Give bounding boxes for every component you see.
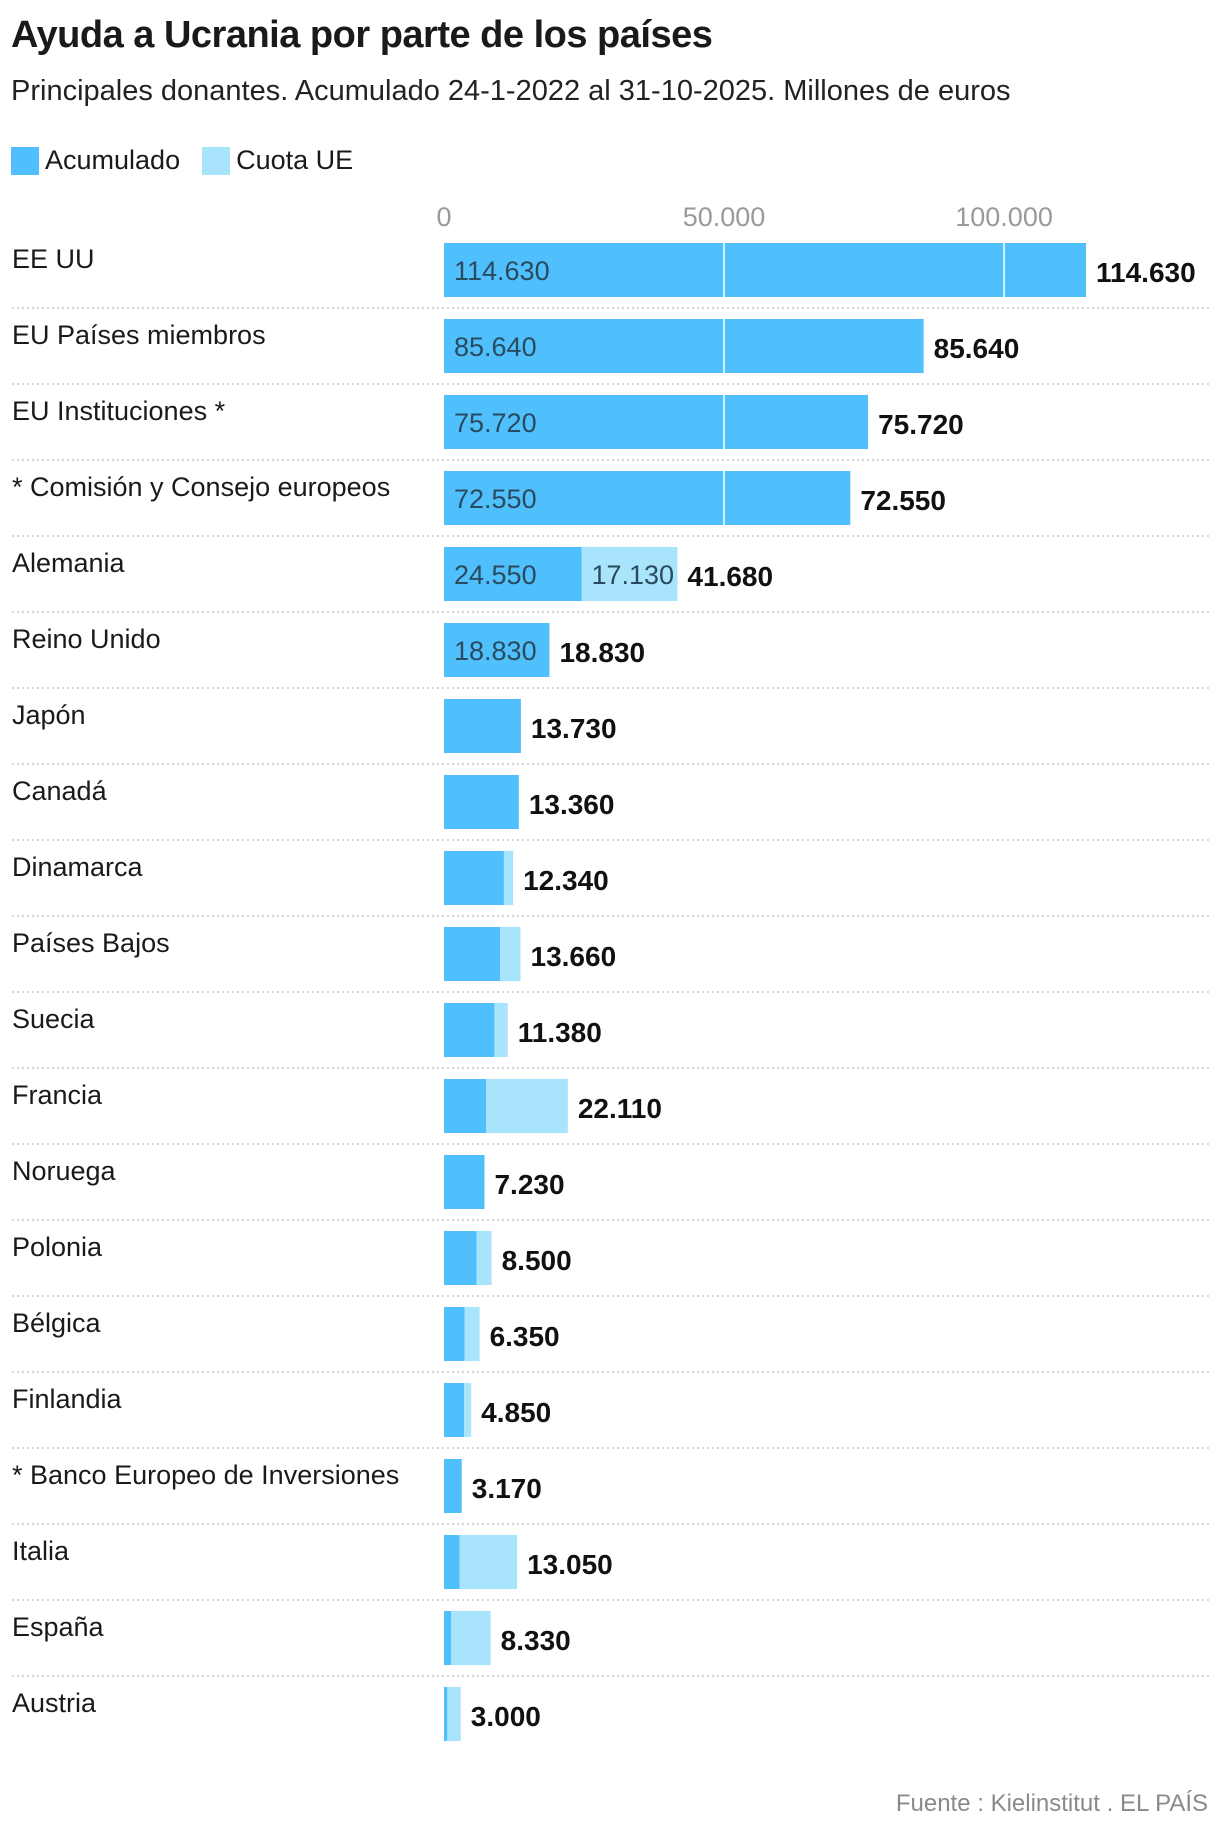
bar-eu-share <box>447 1687 461 1741</box>
bar-total-label: 13.730 <box>531 713 617 744</box>
category-label: Dinamarca <box>12 852 144 882</box>
legend-label-accumulated: Acumulado <box>45 145 181 175</box>
legend-swatch-eu-share <box>202 146 231 175</box>
category-label: EE UU <box>12 244 95 274</box>
category-label: * Comisión y Consejo europeos <box>12 472 390 502</box>
bar-accumulated <box>444 623 550 677</box>
bar-accumulated <box>444 1535 460 1589</box>
bar-total-label: 12.340 <box>523 865 609 896</box>
bar-inner-label: 114.630 <box>454 256 550 286</box>
bar-inner-label: 17.130 <box>591 560 674 590</box>
category-label: Noruega <box>12 1156 117 1186</box>
bar-eu-share <box>486 1079 568 1133</box>
bar-accumulated <box>444 699 521 753</box>
bar-inner-label: 24.550 <box>454 560 537 590</box>
category-label: Países Bajos <box>12 928 170 958</box>
bar-accumulated <box>444 547 582 601</box>
bar-accumulated <box>444 1383 465 1437</box>
category-label: Polonia <box>12 1232 103 1262</box>
bar-accumulated <box>444 1231 477 1285</box>
bar-total-label: 18.830 <box>559 637 645 668</box>
bar-inner-label: 18.830 <box>454 636 537 666</box>
category-label: Alemania <box>12 548 126 578</box>
chart-subtitle: Principales donantes. Acumulado 24-1-202… <box>11 75 1011 107</box>
bar-total-label: 72.550 <box>860 485 946 516</box>
bar-eu-share <box>500 927 521 981</box>
bar-accumulated <box>444 1307 465 1361</box>
chart-title: Ayuda a Ucrania por parte de los países <box>11 14 713 56</box>
bar-total-label: 8.330 <box>501 1625 571 1656</box>
source-note: Fuente : Kielinstitut . EL PAÍS <box>895 1790 1208 1817</box>
legend-swatch-accumulated <box>11 146 39 175</box>
bar-total-label: 11.380 <box>518 1017 602 1048</box>
legend: Acumulado Cuota UE <box>11 145 375 176</box>
x-tick-label: 50.000 <box>683 202 766 232</box>
bar-accumulated <box>444 1079 487 1133</box>
category-label: Suecia <box>12 1004 96 1034</box>
bar-inner-label: 75.720 <box>454 408 537 438</box>
bar-accumulated <box>444 927 501 981</box>
bar-accumulated <box>444 319 924 373</box>
bar-eu-share <box>459 1535 518 1589</box>
legend-label-eu-share: Cuota UE <box>236 145 354 175</box>
bar-chart: 0 50.000 100.000 EE UU 114.630 114.630 EU País… <box>12 202 1210 1741</box>
bar-accumulated <box>444 1611 452 1665</box>
category-label: EU Países miembros <box>12 320 266 350</box>
bar-total-label: 114.630 <box>1096 257 1196 288</box>
bar-inner-label: 85.640 <box>454 332 537 362</box>
bar-total-label: 75.720 <box>878 409 964 440</box>
bar-accumulated <box>444 395 869 449</box>
bar-total-label: 22.110 <box>578 1093 662 1124</box>
bar-accumulated <box>444 243 1086 297</box>
bar-total-label: 85.640 <box>934 333 1020 364</box>
category-label: Italia <box>12 1536 70 1566</box>
bar-accumulated <box>444 471 851 525</box>
bar-total-label: 3.170 <box>472 1473 542 1504</box>
category-label: EU Instituciones * <box>12 396 226 426</box>
bar-total-label: 13.050 <box>527 1549 613 1580</box>
category-label: Finlandia <box>12 1384 123 1414</box>
x-tick-label: 100.000 <box>955 202 1053 232</box>
bar-accumulated <box>444 1459 462 1513</box>
category-label: * Banco Europeo de Inversiones <box>12 1460 399 1490</box>
bar-accumulated <box>444 851 504 905</box>
bar-total-label: 13.660 <box>531 941 617 972</box>
x-tick-label: 0 <box>436 202 451 232</box>
legend-item-accumulated: Acumulado <box>11 145 180 176</box>
category-label: Reino Unido <box>12 624 161 654</box>
category-label: España <box>12 1612 105 1642</box>
bar-total-label: 7.230 <box>494 1169 564 1200</box>
bar-total-label: 4.850 <box>481 1397 551 1428</box>
bar-accumulated <box>444 1687 448 1741</box>
category-label: Austria <box>12 1688 97 1718</box>
bar-total-label: 6.350 <box>490 1321 560 1352</box>
bar-eu-share <box>451 1611 491 1665</box>
bar-total-label: 8.500 <box>502 1245 572 1276</box>
bar-accumulated <box>444 775 519 829</box>
category-label: Canadá <box>12 776 108 806</box>
bar-eu-share <box>476 1231 492 1285</box>
bar-total-label: 3.000 <box>471 1701 541 1732</box>
bar-eu-share <box>494 1003 508 1057</box>
category-label: Francia <box>12 1080 103 1110</box>
bar-accumulated <box>444 1155 485 1209</box>
category-label: Japón <box>12 700 86 730</box>
bar-eu-share <box>503 851 514 905</box>
bar-eu-share <box>464 1383 472 1437</box>
bar-eu-share <box>581 547 678 601</box>
bar-eu-share <box>464 1307 480 1361</box>
bar-total-label: 41.680 <box>687 561 773 592</box>
category-label: Bélgica <box>12 1308 102 1338</box>
legend-item-eu-share: Cuota UE <box>202 145 353 176</box>
bar-total-label: 13.360 <box>529 789 615 820</box>
bar-inner-label: 72.550 <box>454 484 537 514</box>
bar-accumulated <box>444 1003 495 1057</box>
